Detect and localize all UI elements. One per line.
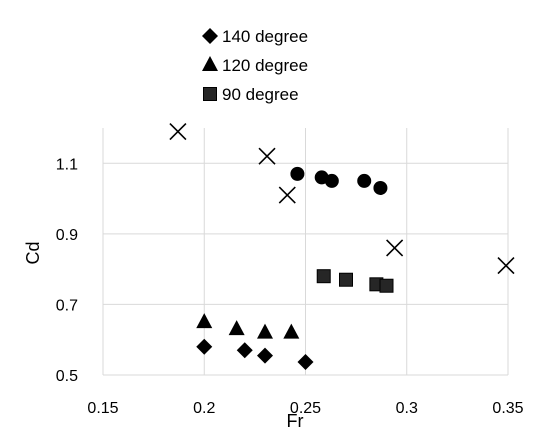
cross-point [497,257,515,275]
series-square [316,269,394,293]
cross-point [386,239,404,257]
cross-point [278,186,296,204]
legend-diamond-icon [202,28,218,44]
circle-point [357,173,372,188]
circle-point [290,166,305,181]
series-triangle [196,313,300,339]
y-tick-label: 0.9 [56,227,78,244]
cross-point [258,147,276,165]
triangle-point [196,313,213,329]
gridlines [102,128,509,376]
y-tick-labels: 0.5 0.7 0.9 1.1 [56,156,78,385]
square-point [316,269,331,284]
y-axis-title: Cd [23,241,43,264]
x-tick-label: 0.3 [396,400,418,417]
square-point [379,278,394,293]
triangle-point [283,323,300,339]
x-axis-title: Fr [287,411,304,431]
triangle-point [257,323,273,339]
series-cross [169,122,515,275]
legend-triangle-icon [202,56,218,71]
y-tick-label: 1.1 [56,156,78,173]
x-tick-label: 0.15 [87,400,118,417]
data-points [169,122,515,370]
triangle-point [228,320,245,336]
square-point [339,272,353,287]
x-tick-labels: 0.15 0.2 0.25 0.3 0.35 [87,400,523,417]
legend: 140 degree 120 degree 90 degree [202,27,308,104]
legend-square-icon [203,87,217,101]
legend-label: 140 degree [222,27,308,46]
cross-point [169,122,187,141]
legend-label: 90 degree [222,85,299,104]
legend-item: 140 degree [202,27,308,46]
series-circle [290,166,388,195]
diamond-point [297,353,314,370]
y-tick-label: 0.7 [56,297,78,314]
circle-point [373,180,388,195]
x-tick-label: 0.2 [193,400,215,417]
diamond-point [257,347,273,364]
x-tick-label: 0.25 [290,400,321,417]
legend-item: 90 degree [203,85,299,104]
diamond-point [196,338,213,355]
x-tick-label: 0.35 [492,400,523,417]
diamond-point [236,342,253,359]
legend-label: 120 degree [222,56,308,75]
y-tick-label: 0.5 [56,368,78,385]
circle-point [324,173,339,188]
legend-item: 120 degree [202,56,308,75]
series-diamond [196,338,314,370]
